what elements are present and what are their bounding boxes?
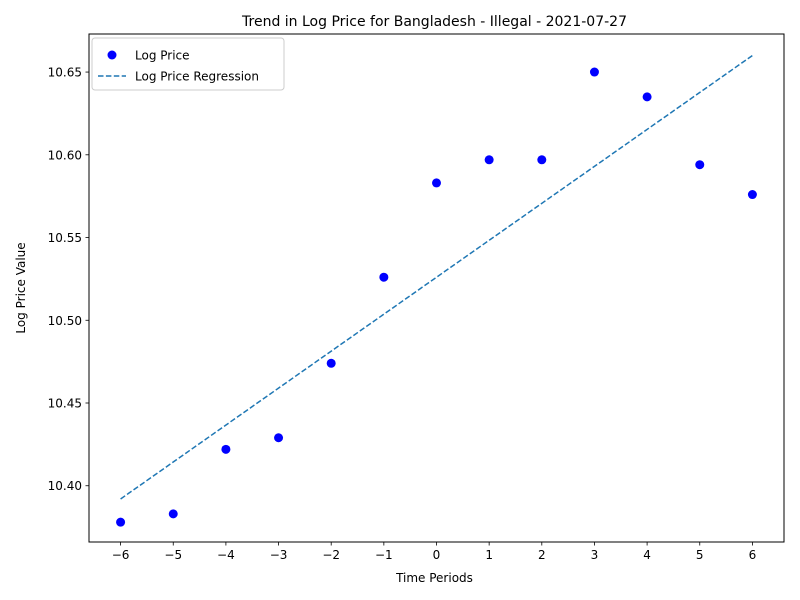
data-point: [695, 160, 705, 170]
x-tick-label: −3: [270, 548, 288, 562]
data-point: [168, 509, 178, 519]
x-tick-label: 1: [485, 548, 493, 562]
x-tick-label: 3: [591, 548, 599, 562]
x-tick-label: 5: [696, 548, 704, 562]
x-ticks: −6 −5 −4 −3 −2 −1 0 1 2 3 4 5 6: [112, 542, 756, 562]
data-point: [274, 433, 284, 443]
y-tick-label: 10.50: [48, 314, 82, 328]
y-tick-label: 10.40: [48, 479, 82, 493]
x-tick-label: 4: [643, 548, 651, 562]
x-tick-label: 6: [749, 548, 757, 562]
regression-line: [120, 54, 753, 500]
data-point: [747, 190, 757, 200]
y-axis-label: Log Price Value: [14, 242, 28, 333]
data-point: [116, 517, 126, 527]
regression-layer: [120, 54, 753, 500]
data-point: [537, 155, 547, 165]
data-point: [221, 444, 231, 454]
data-point: [484, 155, 494, 165]
legend-label-log-price: Log Price: [135, 49, 190, 63]
points-layer: [116, 67, 757, 527]
chart-title: Trend in Log Price for Bangladesh - Ille…: [241, 14, 627, 30]
y-tick-label: 10.60: [48, 148, 82, 162]
data-point: [642, 92, 652, 102]
x-tick-label: 0: [433, 548, 441, 562]
x-tick-label: −1: [375, 548, 393, 562]
data-point: [326, 358, 336, 368]
legend-marker-log-price: [107, 50, 117, 60]
x-tick-label: 2: [538, 548, 546, 562]
y-tick-label: 10.45: [48, 397, 82, 411]
data-point: [379, 272, 389, 282]
y-tick-label: 10.55: [48, 231, 82, 245]
x-tick-label: −6: [112, 548, 130, 562]
legend-box: [91, 37, 285, 91]
x-axis-label: Time Periods: [395, 571, 473, 585]
legend-label-regression: Log Price Regression: [135, 70, 259, 84]
data-point: [589, 67, 599, 77]
plot-area: [116, 54, 757, 527]
y-ticks: 10.40 10.45 10.50 10.55 10.60 10.65: [48, 66, 89, 493]
plot-frame: [88, 33, 785, 543]
legend: Log Price Log Price Regression: [91, 37, 285, 91]
x-tick-label: −4: [217, 548, 235, 562]
x-tick-label: −5: [164, 548, 182, 562]
data-point: [432, 178, 441, 188]
x-tick-label: −2: [322, 548, 340, 562]
y-tick-label: 10.65: [48, 66, 82, 80]
